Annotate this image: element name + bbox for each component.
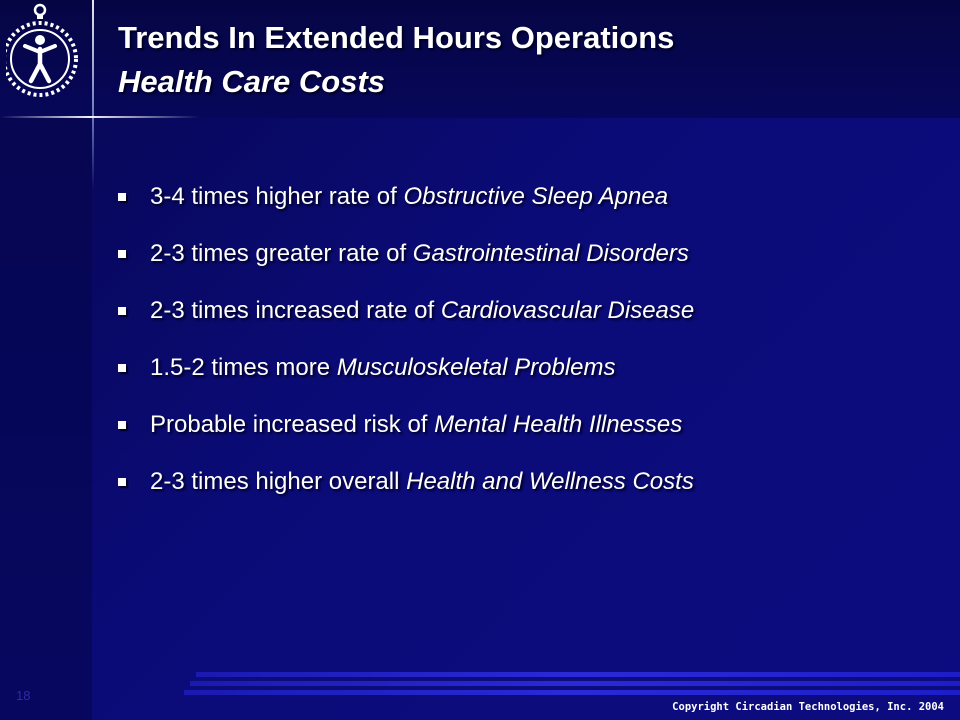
stopwatch-person-icon	[6, 3, 78, 97]
bullet-text: Probable increased risk of Mental Health…	[150, 411, 683, 438]
square-bullet-icon	[118, 250, 126, 258]
slide-title: Trends In Extended Hours Operations	[118, 20, 675, 55]
copyright-text: Copyright Circadian Technologies, Inc. 2…	[672, 701, 944, 713]
bullet-text: 1.5-2 times more Musculoskeletal Problem…	[150, 354, 616, 381]
footer-stripe	[196, 672, 960, 677]
bullet-text: 2-3 times higher overall Health and Well…	[150, 468, 694, 495]
square-bullet-icon	[118, 364, 126, 372]
square-bullet-icon	[118, 307, 126, 315]
square-bullet-icon	[118, 193, 126, 201]
footer-stripe	[184, 690, 960, 695]
bullet-text: 2-3 times greater rate of Gastrointestin…	[150, 240, 689, 267]
square-bullet-icon	[118, 421, 126, 429]
crosshair-horizontal-line	[0, 116, 200, 118]
bullet-text: 2-3 times increased rate of Cardiovascul…	[150, 297, 695, 324]
slide-subtitle: Health Care Costs	[118, 64, 386, 99]
square-bullet-icon	[118, 478, 126, 486]
crosshair-vertical-line	[92, 0, 94, 190]
page-number: 18	[16, 688, 31, 703]
footer-stripe	[190, 681, 960, 686]
header-band	[0, 0, 960, 118]
bullet-text: 3-4 times higher rate of Obstructive Sle…	[150, 183, 669, 210]
left-band	[0, 118, 92, 720]
